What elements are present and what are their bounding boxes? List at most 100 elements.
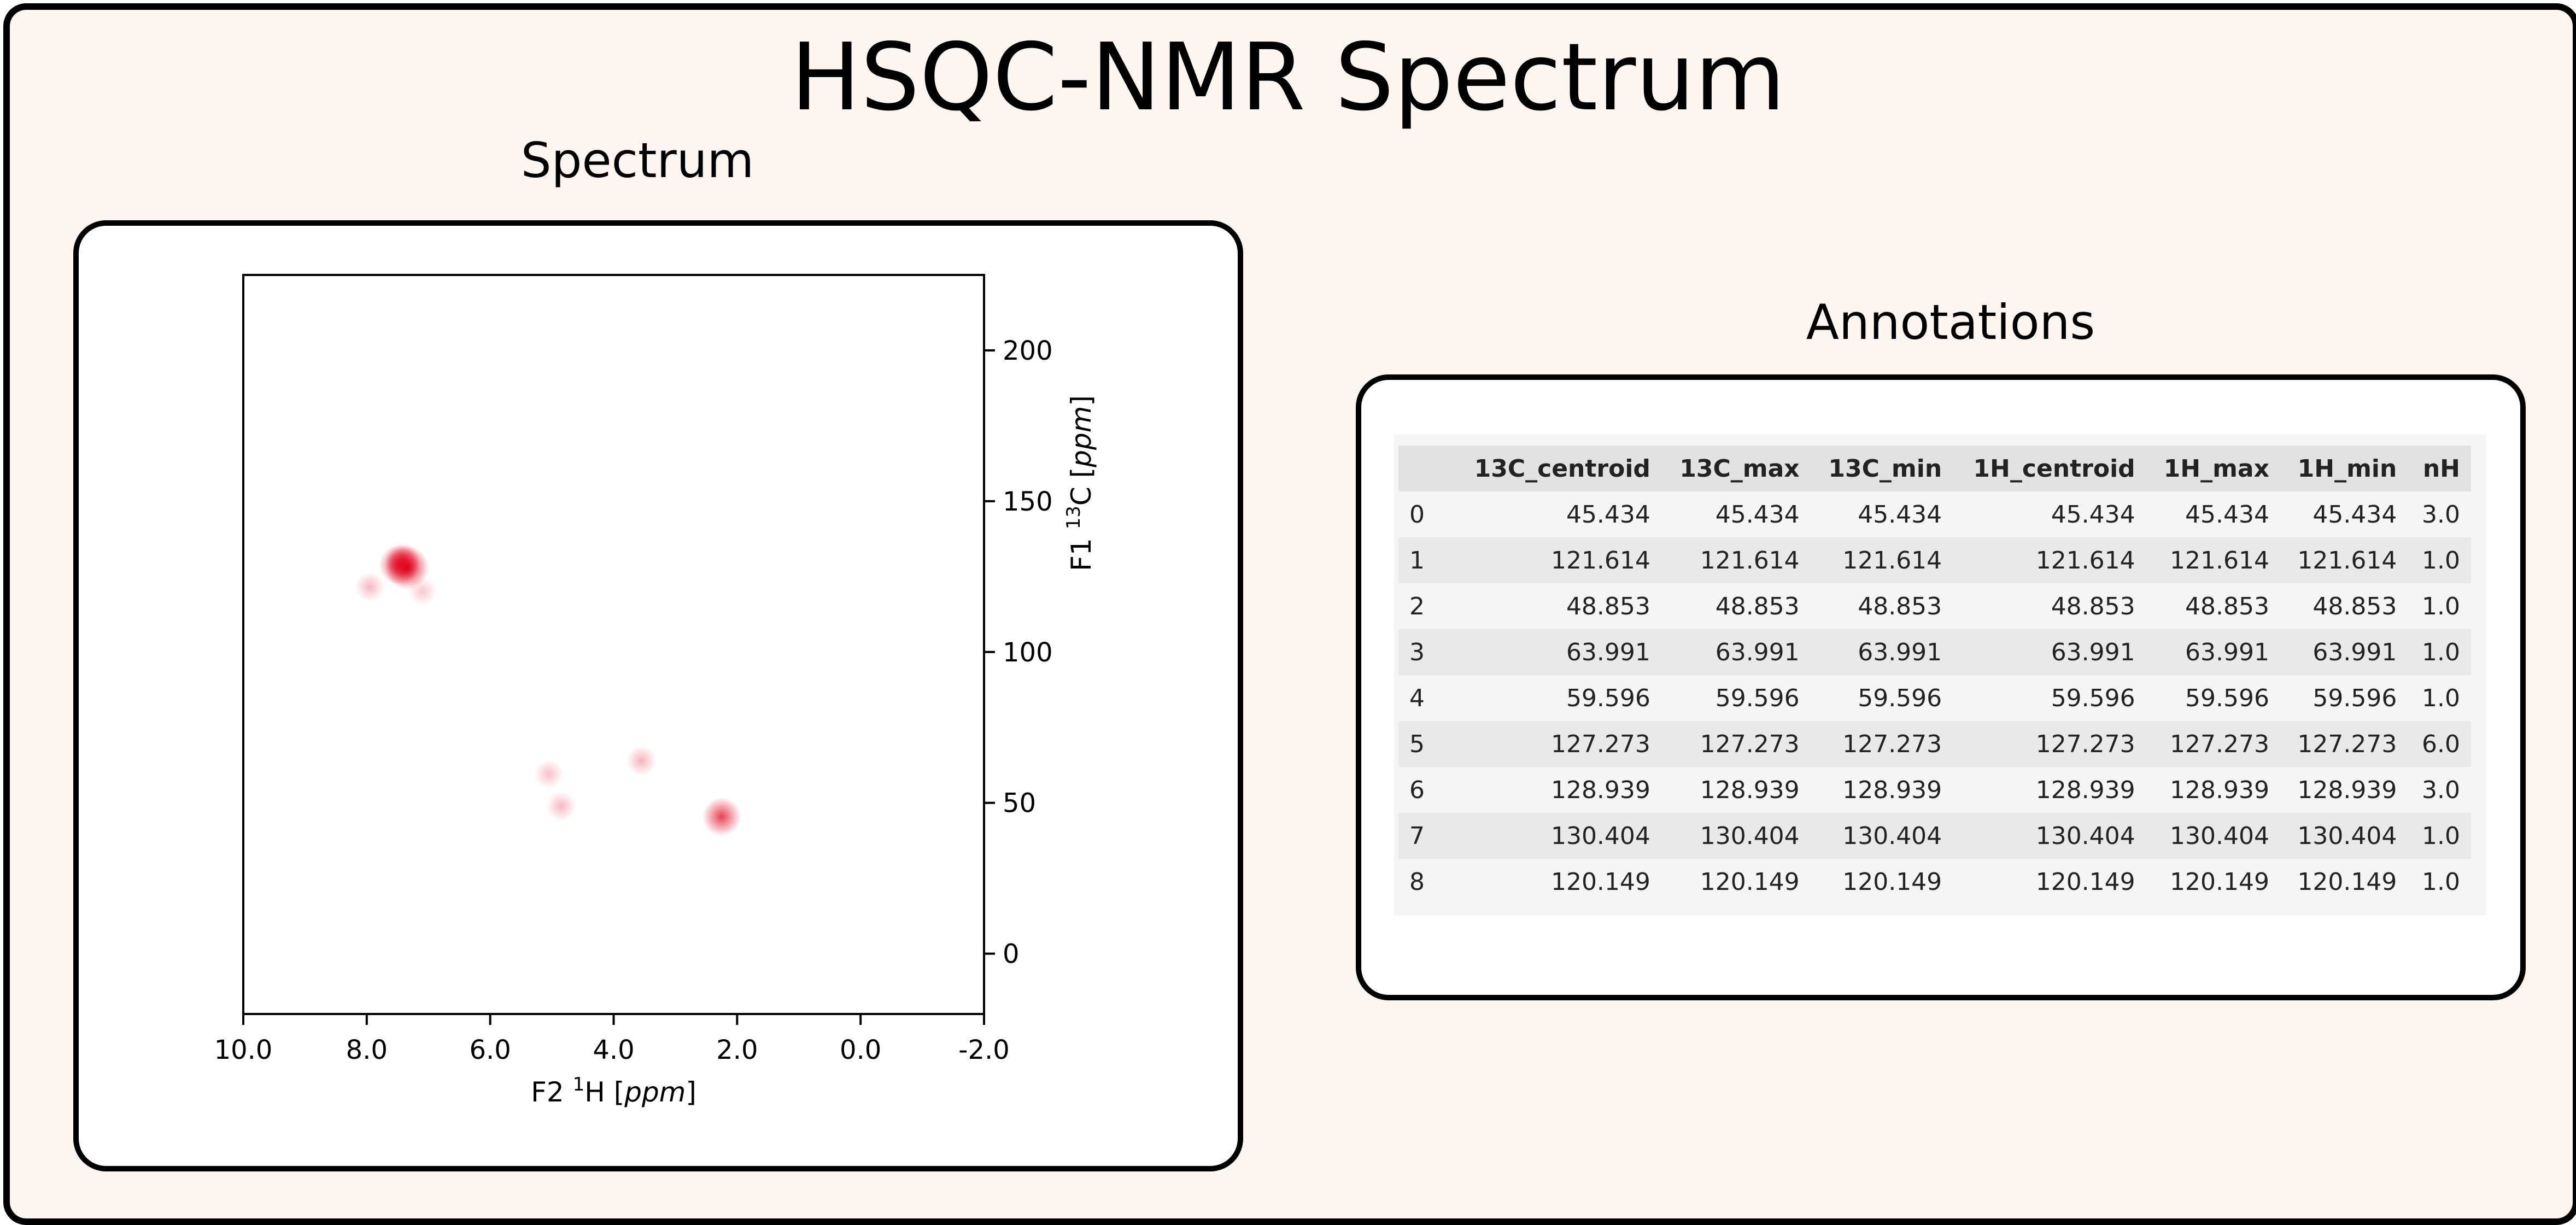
x-tick-label: 4.0	[593, 1035, 634, 1065]
table-cell: 45.434	[2312, 500, 2397, 529]
y-axis: 0 50 100 150 200	[984, 336, 1053, 970]
row-index-cell: 7	[1409, 822, 1425, 850]
table-cell: 130.404	[1842, 822, 1942, 850]
peak-7	[626, 746, 657, 776]
table-cell: 127.273	[2297, 730, 2397, 758]
plot-area	[242, 274, 985, 1015]
table-cell: 63.991	[1566, 638, 1650, 666]
table-header-row: 13C_centroid 13C_max 13C_min 1H_centroid 1H_…	[1398, 446, 2471, 491]
row-index-cell: 4	[1409, 684, 1425, 712]
column-header: 1H_max	[2163, 454, 2269, 483]
row-index-cell: 1	[1409, 546, 1425, 575]
peak-5	[408, 577, 437, 606]
annotations-panel-title: Annotations	[1806, 294, 2095, 350]
x-tick-label: -2.0	[958, 1035, 1010, 1065]
table-cell: 128.939	[2297, 776, 2397, 804]
peak-8	[534, 759, 564, 789]
table-cell: 128.939	[1550, 776, 1650, 804]
table-cell: 45.434	[1566, 500, 1650, 529]
y-tick-label: 200	[1003, 336, 1053, 366]
x-tick-label: 8.0	[346, 1035, 388, 1065]
table-cell: 121.614	[1550, 546, 1650, 575]
table-cell: 1.0	[2422, 638, 2460, 666]
table-cell: 121.614	[1842, 546, 1942, 575]
table-cell: 1.0	[2422, 546, 2460, 575]
table-cell: 121.614	[2035, 546, 2135, 575]
table-cell: 48.853	[2051, 592, 2135, 620]
x-tick-label: 10.0	[214, 1035, 273, 1065]
table-cell: 63.991	[2185, 638, 2269, 666]
annotations-table: 13C_centroid 13C_max 13C_min 1H_centroid 1H_…	[1398, 446, 2471, 905]
table-row: 6 128.939 128.939 128.939 128.939 128.939 128.…	[1398, 767, 2471, 813]
y-tick-label: 0	[1003, 939, 1020, 970]
table-cell: 48.853	[2185, 592, 2269, 620]
row-index-cell: 2	[1409, 592, 1425, 620]
table-cell: 121.614	[2170, 546, 2269, 575]
table-cell: 63.991	[2312, 638, 2397, 666]
peak-0	[702, 797, 741, 836]
table-cell: 63.991	[1715, 638, 1800, 666]
table-cell: 45.434	[1715, 500, 1800, 529]
x-tick-label: 2.0	[716, 1035, 758, 1065]
x-tick-label: 0.0	[840, 1035, 881, 1065]
column-header: 13C_max	[1679, 454, 1800, 483]
y-tick-label: 150	[1003, 487, 1053, 517]
row-index-cell: 3	[1409, 638, 1425, 666]
table-cell: 48.853	[1858, 592, 1942, 620]
row-index-cell: 8	[1409, 868, 1425, 896]
table-cell: 130.404	[1700, 822, 1800, 850]
table-cell: 59.596	[2185, 684, 2269, 712]
table-row: 7 130.404 130.404 130.404 130.404 130.404 130.…	[1398, 813, 2471, 859]
table-row: 5 127.273 127.273 127.273 127.273 127.273 127.…	[1398, 721, 2471, 767]
spectrum-panel-title: Spectrum	[520, 132, 754, 189]
table-cell: 127.273	[2170, 730, 2269, 758]
column-header: 1H_centroid	[1973, 454, 2135, 483]
table-cell: 45.434	[1858, 500, 1942, 529]
table-cell: 120.149	[2035, 868, 2135, 896]
table-cell: 127.273	[2035, 730, 2135, 758]
page-title: HSQC-NMR Spectrum	[791, 24, 1785, 132]
table-cell: 48.853	[1715, 592, 1800, 620]
table-cell: 45.434	[2185, 500, 2269, 529]
table-cell: 48.853	[2312, 592, 2397, 620]
row-index-cell: 6	[1409, 776, 1425, 804]
table-cell: 3.0	[2422, 776, 2460, 804]
table-cell: 130.404	[2035, 822, 2135, 850]
table-cell: 59.596	[2051, 684, 2135, 712]
column-header: 1H_min	[2297, 454, 2397, 483]
table-cell: 128.939	[2035, 776, 2135, 804]
table-cell: 45.434	[2051, 500, 2135, 529]
table-row: 1 121.614 121.614 121.614 121.614 121.614 121.…	[1398, 537, 2471, 583]
table-cell: 130.404	[2297, 822, 2397, 850]
table-cell: 3.0	[2422, 500, 2460, 529]
row-index-cell: 0	[1409, 500, 1425, 529]
column-header: nH	[2422, 454, 2460, 483]
peak-4	[355, 572, 385, 602]
table-cell: 6.0	[2422, 730, 2460, 758]
table-cell: 121.614	[2297, 546, 2397, 575]
column-header: 13C_centroid	[1474, 454, 1650, 483]
table-cell: 130.404	[2170, 822, 2269, 850]
peak-3	[385, 543, 420, 578]
x-axis-label: F2 1H [ppm]	[531, 1074, 696, 1108]
table-cell: 59.596	[1566, 684, 1650, 712]
table-cell: 63.991	[1858, 638, 1942, 666]
table-cell: 1.0	[2422, 684, 2460, 712]
table-cell: 128.939	[2170, 776, 2269, 804]
table-cell: 63.991	[2051, 638, 2135, 666]
y-tick-label: 50	[1003, 788, 1036, 819]
table-row: 8 120.149 120.149 120.149 120.149 120.149 120.…	[1398, 859, 2471, 905]
column-header	[1398, 446, 1453, 491]
table-cell: 128.939	[1700, 776, 1800, 804]
column-header: 13C_min	[1828, 454, 1942, 483]
table-cell: 120.149	[1550, 868, 1650, 896]
table-row: 2 48.853 48.853 48.853 48.853 48.853 48.853 1.0	[1398, 583, 2471, 629]
y-tick-label: 100	[1003, 637, 1053, 668]
peaks-layer	[355, 543, 741, 836]
table-row: 4 59.596 59.596 59.596 59.596 59.596 59.596 1.0	[1398, 675, 2471, 721]
table-cell: 127.273	[1842, 730, 1942, 758]
table-cell: 59.596	[1715, 684, 1800, 712]
table-row: 0 45.434 45.434 45.434 45.434 45.434 45.434 3.0	[1398, 491, 2471, 537]
x-axis: 10.0 8.0 6.0 4.0 2.0 0.0 -2.0	[214, 1014, 1010, 1065]
